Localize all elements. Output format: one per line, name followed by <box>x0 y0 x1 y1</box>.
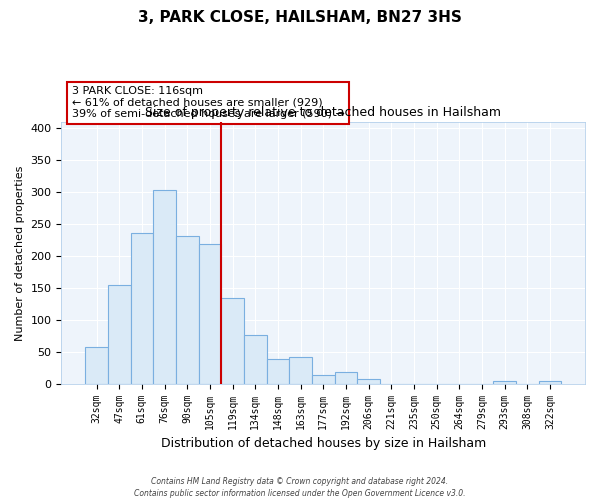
Bar <box>176 236 199 384</box>
Title: Size of property relative to detached houses in Hailsham: Size of property relative to detached ho… <box>145 106 501 120</box>
Bar <box>153 190 176 384</box>
Bar <box>199 244 221 384</box>
Bar <box>131 233 153 384</box>
Bar <box>312 376 335 384</box>
Bar <box>539 381 561 384</box>
Bar <box>266 359 289 384</box>
Text: 3, PARK CLOSE, HAILSHAM, BN27 3HS: 3, PARK CLOSE, HAILSHAM, BN27 3HS <box>138 10 462 25</box>
X-axis label: Distribution of detached houses by size in Hailsham: Distribution of detached houses by size … <box>161 437 486 450</box>
Bar <box>221 298 244 384</box>
Text: Contains HM Land Registry data © Crown copyright and database right 2024.
Contai: Contains HM Land Registry data © Crown c… <box>134 476 466 498</box>
Bar <box>85 348 108 384</box>
Bar <box>357 379 380 384</box>
Bar <box>335 372 357 384</box>
Bar <box>493 381 516 384</box>
Bar <box>289 357 312 384</box>
Y-axis label: Number of detached properties: Number of detached properties <box>15 165 25 340</box>
Text: 3 PARK CLOSE: 116sqm
← 61% of detached houses are smaller (929)
39% of semi-deta: 3 PARK CLOSE: 116sqm ← 61% of detached h… <box>72 86 345 120</box>
Bar <box>108 285 131 384</box>
Bar <box>244 335 266 384</box>
